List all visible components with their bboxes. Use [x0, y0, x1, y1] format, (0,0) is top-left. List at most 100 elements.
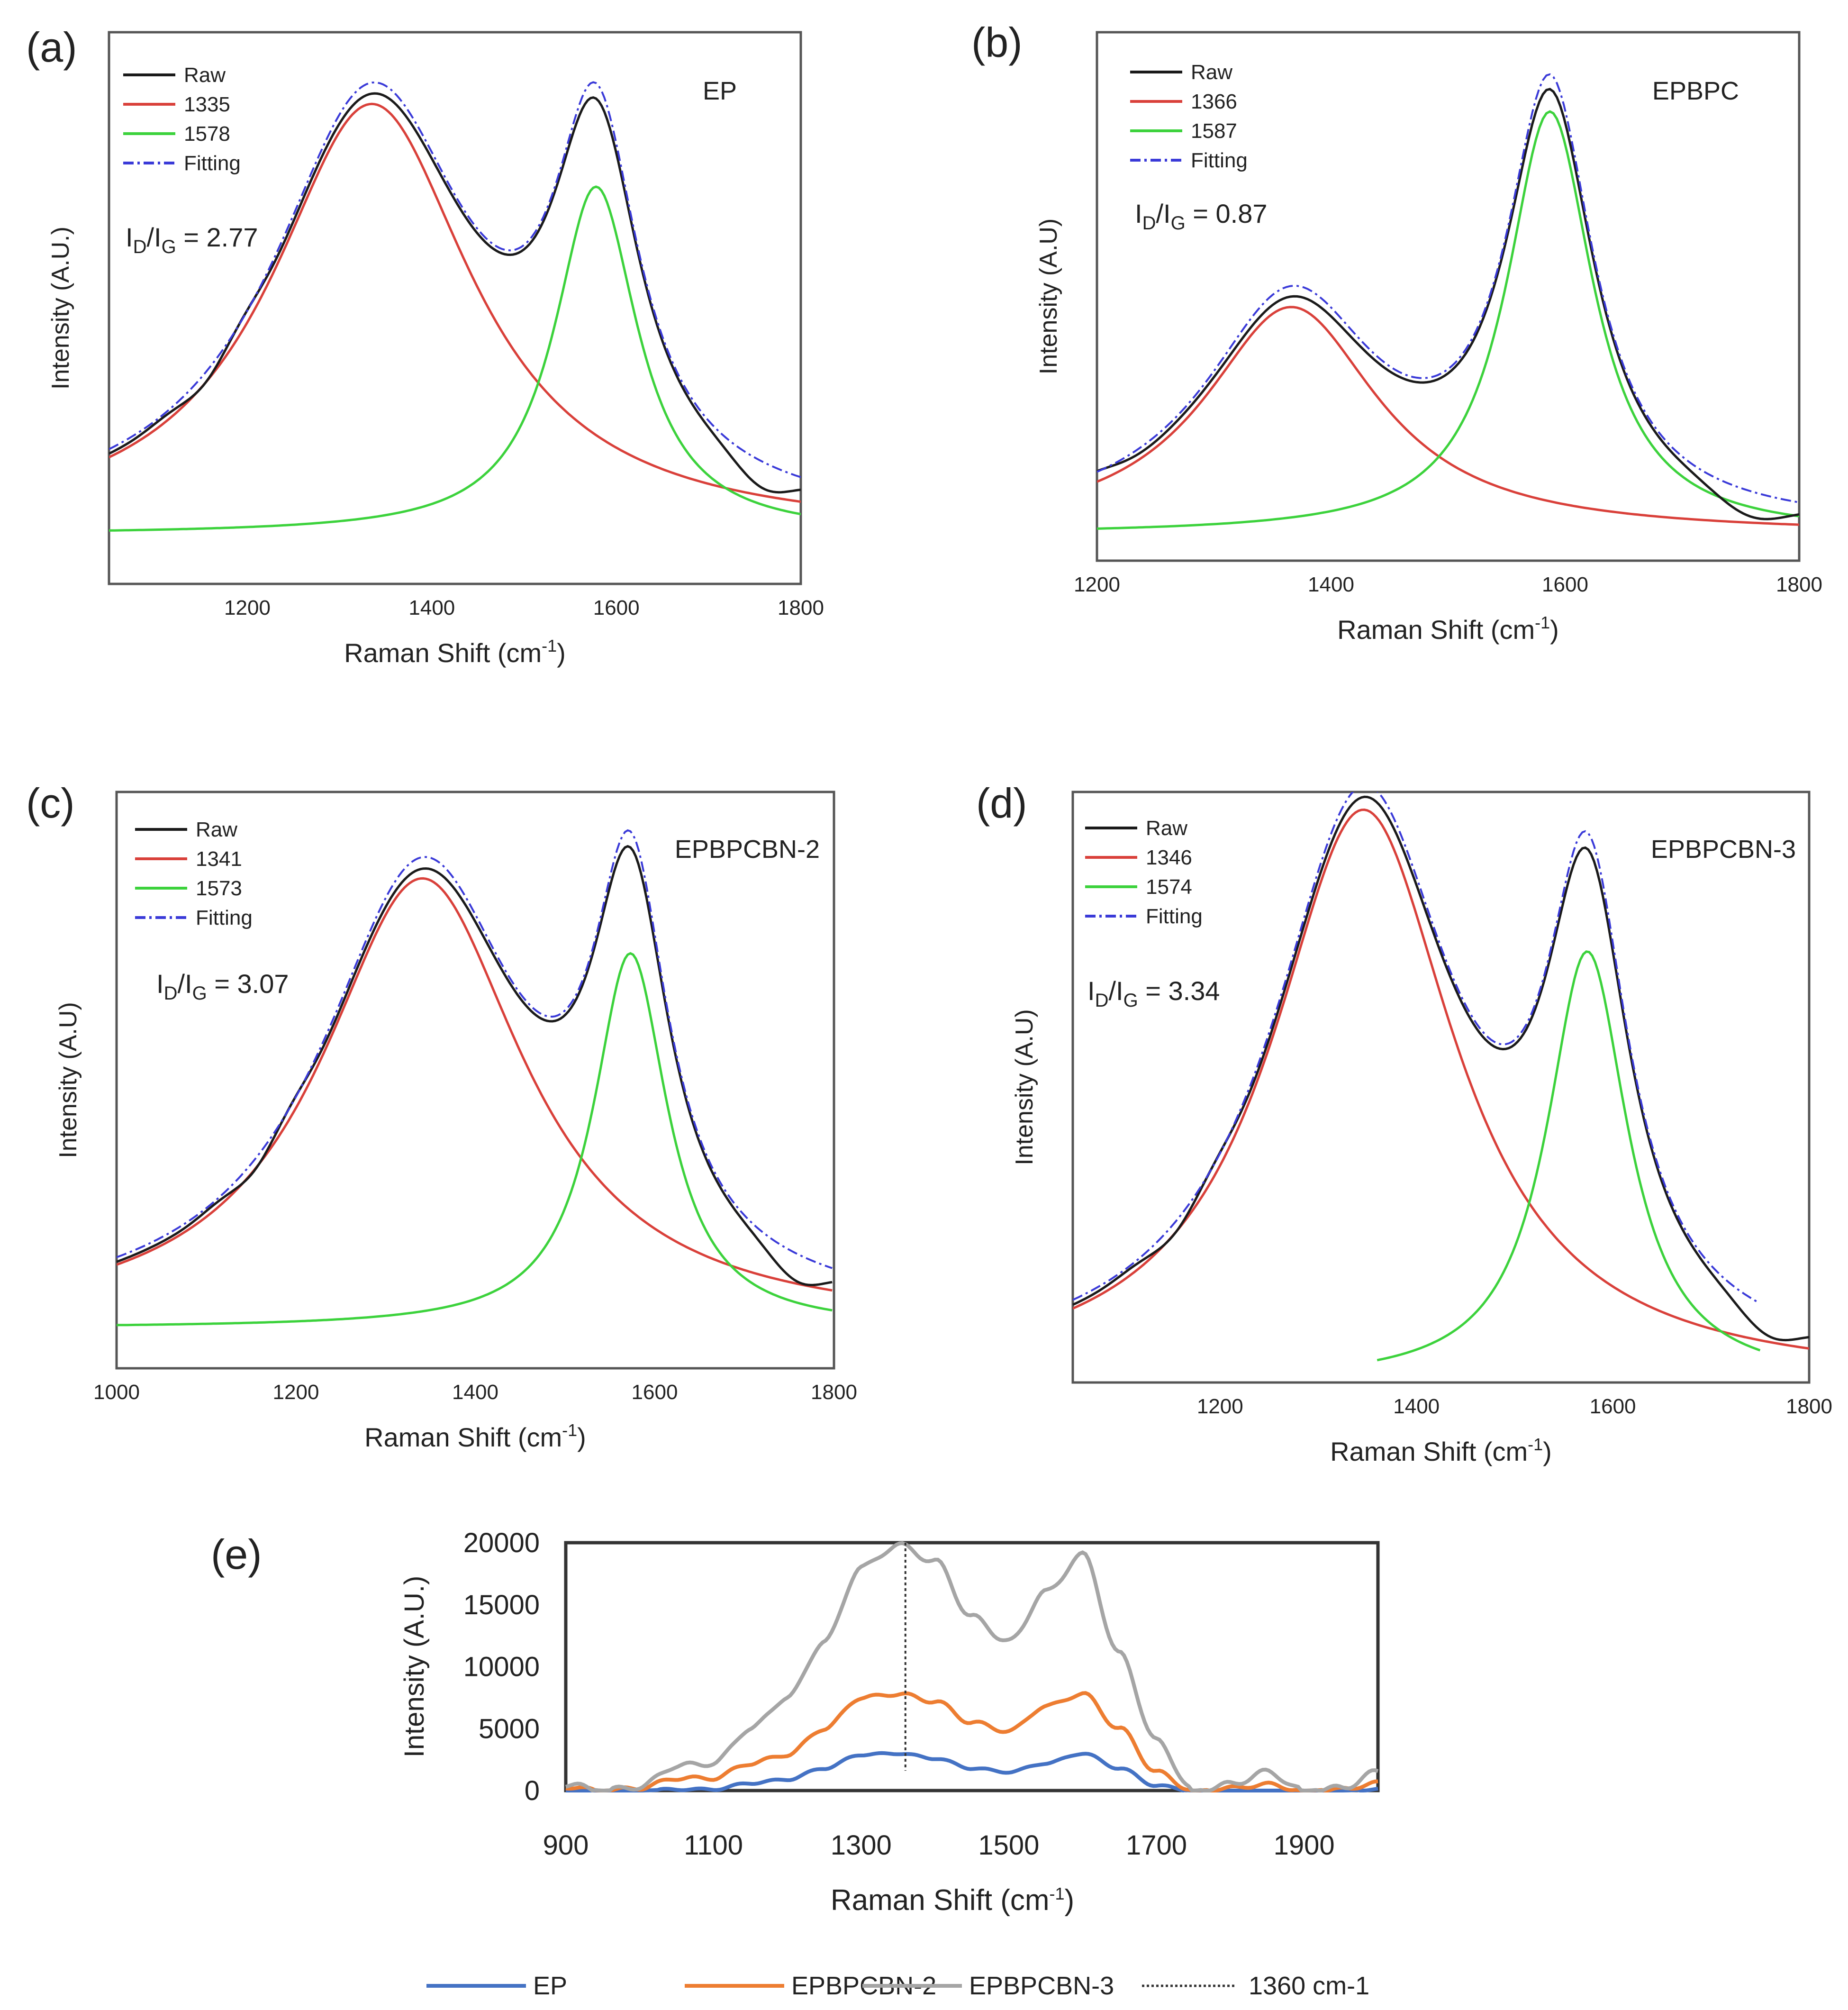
- panel-a: (a) 1200 1400 1600 1800 Raman Shift (cm-1) Int…: [26, 24, 824, 668]
- x-axis-title: Raman Shift (cm-1): [1337, 613, 1559, 645]
- id-ig-ratio: ID/IG = 2.77: [126, 222, 258, 257]
- raw-curve: [117, 845, 833, 1286]
- x-tick-label: 1800: [778, 596, 824, 619]
- y-axis-title: Intensity (A.U): [54, 1002, 82, 1158]
- plot-frame: [115, 791, 835, 1370]
- d-band-curve: [109, 102, 801, 503]
- x-axis-title: Raman Shift (cm-1): [1330, 1435, 1552, 1466]
- plot-area: [117, 829, 833, 1327]
- fitting-curve: [117, 829, 833, 1269]
- panel-label: (e): [211, 1531, 262, 1578]
- legend-label-fitting: Fitting: [196, 906, 253, 929]
- x-tick-label: 1900: [1274, 1830, 1335, 1861]
- raw-curve: [1097, 88, 1799, 520]
- legend-label-fitting: Fitting: [1191, 149, 1248, 172]
- plot-area: [1073, 792, 1809, 1362]
- y-axis-title: Intensity (A.U.): [47, 227, 74, 390]
- x-tick-label: 1300: [831, 1830, 892, 1861]
- x-tick-label: 1600: [1590, 1395, 1636, 1418]
- sample-label: EP: [703, 77, 737, 105]
- panel-e: (e) 0 5000 10000 15000 20000 900 1100 1300 1500 17…: [211, 1528, 1380, 2000]
- panel-label: (b): [971, 19, 1023, 66]
- x-tick-label: 1400: [1308, 573, 1354, 596]
- x-tick-label: 1200: [1074, 573, 1120, 596]
- x-tick-label: 1600: [632, 1381, 678, 1404]
- legend-label-raw: Raw: [196, 818, 237, 841]
- fitting-curve: [109, 81, 801, 478]
- d-band-curve: [117, 877, 833, 1292]
- series-line-epbpcbn-2: [565, 1691, 1378, 1793]
- id-ig-ratio: ID/IG = 3.07: [156, 969, 289, 1004]
- panel-label: (d): [976, 780, 1027, 827]
- panel-label: (a): [26, 24, 77, 71]
- x-axis-title: Raman Shift (cm-1): [831, 1884, 1074, 1917]
- legend-label-raw: Raw: [184, 64, 226, 87]
- sample-label: EPBPCBN-3: [1651, 835, 1796, 864]
- d-band-curve: [1097, 306, 1799, 526]
- panel-d: (d) 1200 1400 1600 1800 Raman Shift (cm-1) Int…: [976, 780, 1832, 1466]
- d-band-curve: [1073, 808, 1809, 1350]
- y-tick-label: 10000: [463, 1652, 540, 1683]
- series-line-ep: [566, 1751, 1378, 1792]
- legend-label-fitting: Fitting: [184, 152, 241, 175]
- legend-label-d-band: 1335: [184, 93, 230, 116]
- y-axis-title: Intensity (A.U.): [399, 1576, 430, 1758]
- x-tick-label: 1400: [1393, 1395, 1440, 1418]
- plot-frame: [108, 31, 802, 585]
- legend-label-reference-line: 1360 cm-1: [1249, 1972, 1369, 2000]
- x-tick-label: 1000: [93, 1381, 140, 1404]
- legend-label-ep: EP: [533, 1972, 567, 2000]
- plot-frame: [564, 1541, 1380, 1792]
- panel-label: (c): [26, 780, 75, 827]
- x-tick-label: 1600: [593, 596, 640, 619]
- raw-curve: [1073, 795, 1809, 1342]
- legend-label-g-band: 1587: [1191, 119, 1237, 143]
- series-line-epbpcbn-3: [565, 1541, 1379, 1793]
- x-tick-label: 1800: [1786, 1395, 1832, 1418]
- legend-label-epbpcbn-3: EPBPCBN-3: [969, 1972, 1114, 2000]
- plot-area: [1097, 73, 1799, 530]
- g-band-curve: [1377, 950, 1761, 1362]
- x-tick-label: 1200: [273, 1381, 319, 1404]
- legend-label-fitting: Fitting: [1146, 905, 1203, 928]
- raw-curve: [109, 92, 801, 494]
- id-ig-ratio: ID/IG = 0.87: [1135, 199, 1268, 234]
- panel-c: (c) 1000 1200 1400 1600 1800 Raman Shift (cm-1…: [26, 780, 857, 1452]
- y-axis-title: Intensity (A.U): [1035, 218, 1062, 374]
- g-band-curve: [117, 952, 833, 1327]
- x-tick-label: 1700: [1126, 1830, 1187, 1861]
- g-band-curve: [109, 185, 801, 532]
- legend-label-d-band: 1341: [196, 847, 242, 871]
- x-tick-label: 900: [543, 1830, 589, 1861]
- legend-label-g-band: 1578: [184, 122, 230, 146]
- legend-label-d-band: 1366: [1191, 90, 1237, 113]
- g-band-curve: [1097, 110, 1799, 530]
- plot-area: [109, 81, 801, 532]
- legend-label-raw: Raw: [1146, 817, 1187, 840]
- x-axis-title: Raman Shift (cm-1): [364, 1420, 586, 1452]
- y-tick-label: 15000: [463, 1590, 540, 1620]
- x-tick-label: 1600: [1542, 573, 1588, 596]
- y-tick-label: 20000: [463, 1528, 540, 1558]
- sample-label: EPBPC: [1652, 77, 1739, 105]
- id-ig-ratio: ID/IG = 3.34: [1087, 976, 1220, 1011]
- x-tick-label: 1800: [811, 1381, 857, 1404]
- x-tick-label: 1200: [1197, 1395, 1243, 1418]
- x-axis-title: Raman Shift (cm-1): [344, 636, 566, 668]
- x-tick-label: 1800: [1776, 573, 1822, 596]
- x-tick-label: 1400: [452, 1381, 498, 1404]
- x-tick-label: 1400: [408, 596, 455, 619]
- y-tick-label: 5000: [479, 1713, 540, 1744]
- y-tick-label: 0: [525, 1775, 540, 1806]
- panel-b: (b) 1200 1400 1600 1800 Raman Shift (cm-1) Int…: [971, 19, 1822, 645]
- plot-frame: [1071, 791, 1811, 1384]
- fitting-curve: [1073, 792, 1760, 1304]
- sample-label: EPBPCBN-2: [675, 835, 820, 864]
- legend-label-g-band: 1574: [1146, 875, 1192, 899]
- legend-label-g-band: 1573: [196, 877, 242, 900]
- x-tick-label: 1200: [224, 596, 271, 619]
- x-tick-label: 1100: [684, 1830, 743, 1861]
- x-tick-label: 1500: [978, 1830, 1039, 1861]
- legend-label-raw: Raw: [1191, 61, 1232, 84]
